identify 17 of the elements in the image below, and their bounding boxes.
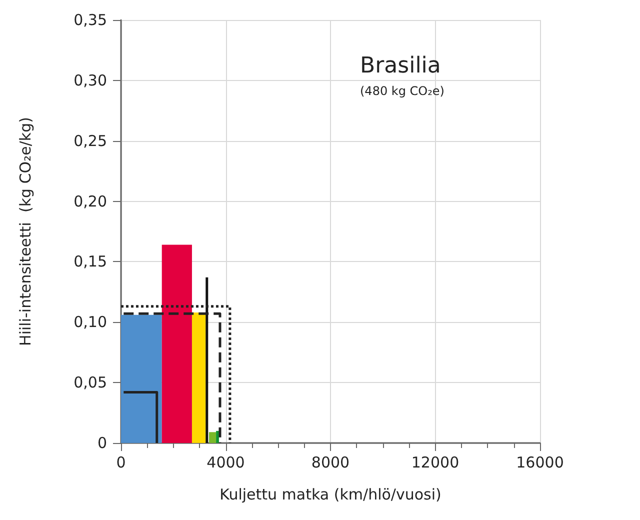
y-tick-label: 0,10 [74,313,107,332]
y-tick-label: 0,05 [74,374,107,392]
x-axis-title: Kuljettu matka (km/hlö/vuosi) [220,486,442,504]
text: (480 kg CO₂e) [360,84,444,98]
x-tick-label: 16000 [516,454,564,472]
y-tick-label: 0,20 [74,192,107,210]
y-tick-label: 0,30 [74,71,107,90]
y-tick-label: 0,25 [74,132,107,150]
x-tick-label: 8000 [311,454,350,472]
y-axis-title: Hiili-intensiteetti (kg CO₂e/kg) [16,117,34,346]
text: Brasilia [360,54,441,78]
y-tick-label: 0,35 [74,11,107,29]
y-tick-label: 0 [97,434,107,452]
x-tick-label: 12000 [411,454,460,472]
x-tick-label: 0 [116,454,126,472]
x-tick-label: 4000 [206,454,245,472]
y-tick-label: 0,15 [74,252,107,271]
